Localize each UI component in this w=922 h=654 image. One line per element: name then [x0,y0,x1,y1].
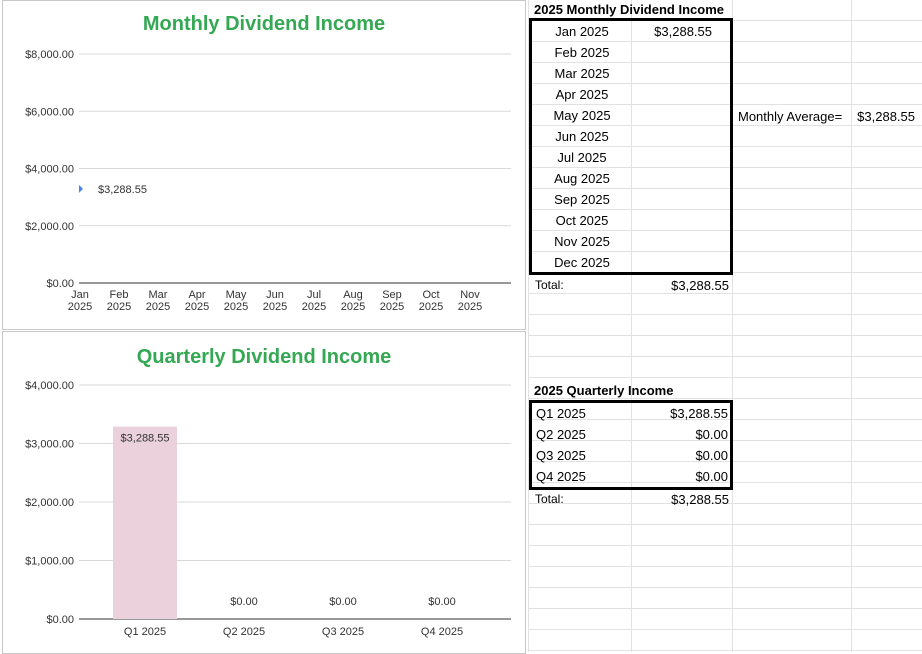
quarterly-row-quarter[interactable]: Q4 2025 [536,469,586,484]
monthly-row-month[interactable]: Jul 2025 [557,150,607,165]
monthly-x-tick: Jun 2025 [263,289,287,313]
quarterly-bar [113,426,177,619]
monthly-row-month[interactable]: May 2025 [553,108,611,123]
monthly-row-month[interactable]: Dec 2025 [554,255,610,270]
quarterly-row-quarter[interactable]: Q3 2025 [536,448,586,463]
monthly-row-month[interactable]: Sep 2025 [554,192,610,207]
monthly-x-tick: Aug 2025 [341,289,365,313]
monthly-x-tick: Jul 2025 [302,289,326,313]
monthly-x-tick: Feb 2025 [107,289,131,313]
quarterly-x-tick: Q4 2025 [421,626,463,638]
quarterly-table-border [529,400,733,490]
monthly-x-tick: Mar 2025 [146,289,170,313]
monthly-x-tick: Jan 2025 [68,289,92,313]
monthly-chart-plot: $0.00 $2,000.00 $4,000.00 $6,000.00 $8,000.0… [25,49,511,313]
monthly-row-month[interactable]: Apr 2025 [555,87,609,102]
quarterly-y-tick: $2,000.00 [25,497,74,509]
monthly-chart-title: Monthly Dividend Income [142,13,386,35]
monthly-row-amount[interactable]: $3,288.55 [654,24,712,39]
monthly-x-tick: Nov 2025 [458,289,482,313]
monthly-x-tick: Oct 2025 [419,289,443,313]
quarterly-chart-plot: $0.00 $1,000.00 $2,000.00 $3,000.00 $4,000.0… [25,380,511,638]
monthly-y-tick: $0.00 [46,278,74,290]
monthly-average-label[interactable]: Monthly Average= [738,109,843,124]
monthly-row-month[interactable]: Feb 2025 [554,45,610,60]
monthly-row-month[interactable]: Oct 2025 [555,213,609,228]
quarterly-row-amount[interactable]: $0.00 [695,427,728,442]
quarterly-data-label: $3,288.55 [121,433,170,445]
monthly-total-value[interactable]: $3,288.55 [671,278,729,293]
quarterly-row-amount[interactable]: $0.00 [695,469,728,484]
monthly-row-month[interactable]: Aug 2025 [554,171,610,186]
quarterly-y-tick: $3,000.00 [25,439,74,451]
monthly-total-label[interactable]: Total: [535,278,564,292]
monthly-chart[interactable]: Monthly Dividend Income $0.00 $2,000.00 $4… [2,0,526,330]
monthly-row-month[interactable]: Nov 2025 [554,234,610,249]
monthly-x-tick: May 2025 [224,289,248,313]
quarterly-data-label: $0.00 [230,596,258,608]
quarterly-data-label: $0.00 [428,596,456,608]
quarterly-total-label[interactable]: Total: [535,492,564,506]
monthly-x-tick: Apr 2025 [185,289,209,313]
monthly-data-point [79,184,83,193]
monthly-table-border [529,18,733,275]
quarterly-row-quarter[interactable]: Q1 2025 [536,406,586,421]
monthly-y-tick: $6,000.00 [25,106,74,118]
quarterly-row-quarter[interactable]: Q2 2025 [536,427,586,442]
quarterly-x-tick: Q2 2025 [223,626,265,638]
quarterly-x-tick: Q3 2025 [322,626,364,638]
quarterly-chart-title: Quarterly Dividend Income [136,346,392,368]
quarterly-y-tick: $1,000.00 [25,556,74,568]
quarterly-chart[interactable]: Quarterly Dividend Income $0.00 $1,000.00… [2,331,526,654]
monthly-row-month[interactable]: Jan 2025 [555,24,609,39]
quarterly-data-label: $0.00 [329,596,357,608]
quarterly-row-amount[interactable]: $0.00 [695,448,728,463]
quarterly-x-tick: Q1 2025 [124,626,166,638]
monthly-average-value[interactable]: $3,288.55 [857,109,915,124]
quarterly-row-amount[interactable]: $3,288.55 [670,406,728,421]
monthly-row-month[interactable]: Jun 2025 [555,129,609,144]
monthly-y-tick: $4,000.00 [25,164,74,176]
quarterly-table-header[interactable]: 2025 Quarterly Income [534,383,674,398]
quarterly-total-value[interactable]: $3,288.55 [671,492,729,507]
monthly-row-month[interactable]: Mar 2025 [554,66,610,81]
monthly-y-tick: $2,000.00 [25,221,74,233]
monthly-x-tick: Sep 2025 [380,289,404,313]
quarterly-y-tick: $4,000.00 [25,380,74,392]
monthly-data-label: $3,288.55 [98,184,147,196]
monthly-table-header[interactable]: 2025 Monthly Dividend Income [534,2,724,17]
quarterly-y-tick: $0.00 [46,614,74,626]
monthly-y-tick: $8,000.00 [25,49,74,61]
